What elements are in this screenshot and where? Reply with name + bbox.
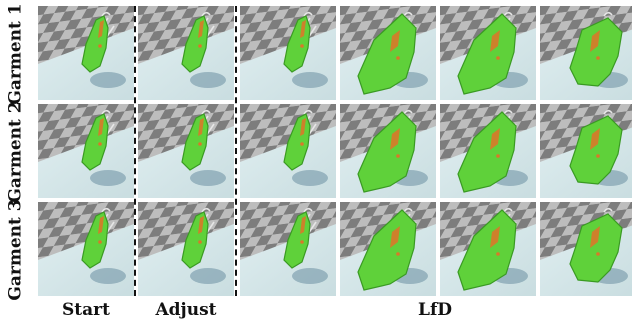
sim-image-row2-col1 — [38, 104, 134, 198]
sim-image-row2-col5 — [440, 104, 536, 198]
sim-image-row1-col3 — [240, 6, 336, 100]
row-label-garment-1: Garment 1 — [6, 3, 27, 105]
separator-adjust-lfd — [235, 6, 237, 296]
sim-image-row1-col6 — [540, 6, 632, 100]
column-label-start: Start — [62, 300, 110, 320]
column-label-adjust: Adjust — [155, 300, 217, 320]
row-label-garment-3: Garment 3 — [6, 199, 27, 301]
sim-image-row1-col5 — [440, 6, 536, 100]
sim-image-row3-col6 — [540, 202, 632, 296]
sim-image-row3-col5 — [440, 202, 536, 296]
separator-start-adjust — [134, 6, 136, 296]
row-label-garment-2: Garment 2 — [6, 101, 27, 203]
sim-image-row3-col1 — [38, 202, 134, 296]
column-label-lfd: LfD — [417, 300, 452, 320]
sim-image-row3-col4 — [340, 202, 436, 296]
sim-image-row3-col3 — [240, 202, 336, 296]
sim-image-row2-col4 — [340, 104, 436, 198]
sim-image-row1-col1 — [38, 6, 134, 100]
sim-image-row1-col4 — [340, 6, 436, 100]
sim-image-row1-col2 — [138, 6, 234, 100]
sim-image-row2-col6 — [540, 104, 632, 198]
sim-image-row2-col2 — [138, 104, 234, 198]
sim-image-row2-col3 — [240, 104, 336, 198]
sim-image-row3-col2 — [138, 202, 234, 296]
